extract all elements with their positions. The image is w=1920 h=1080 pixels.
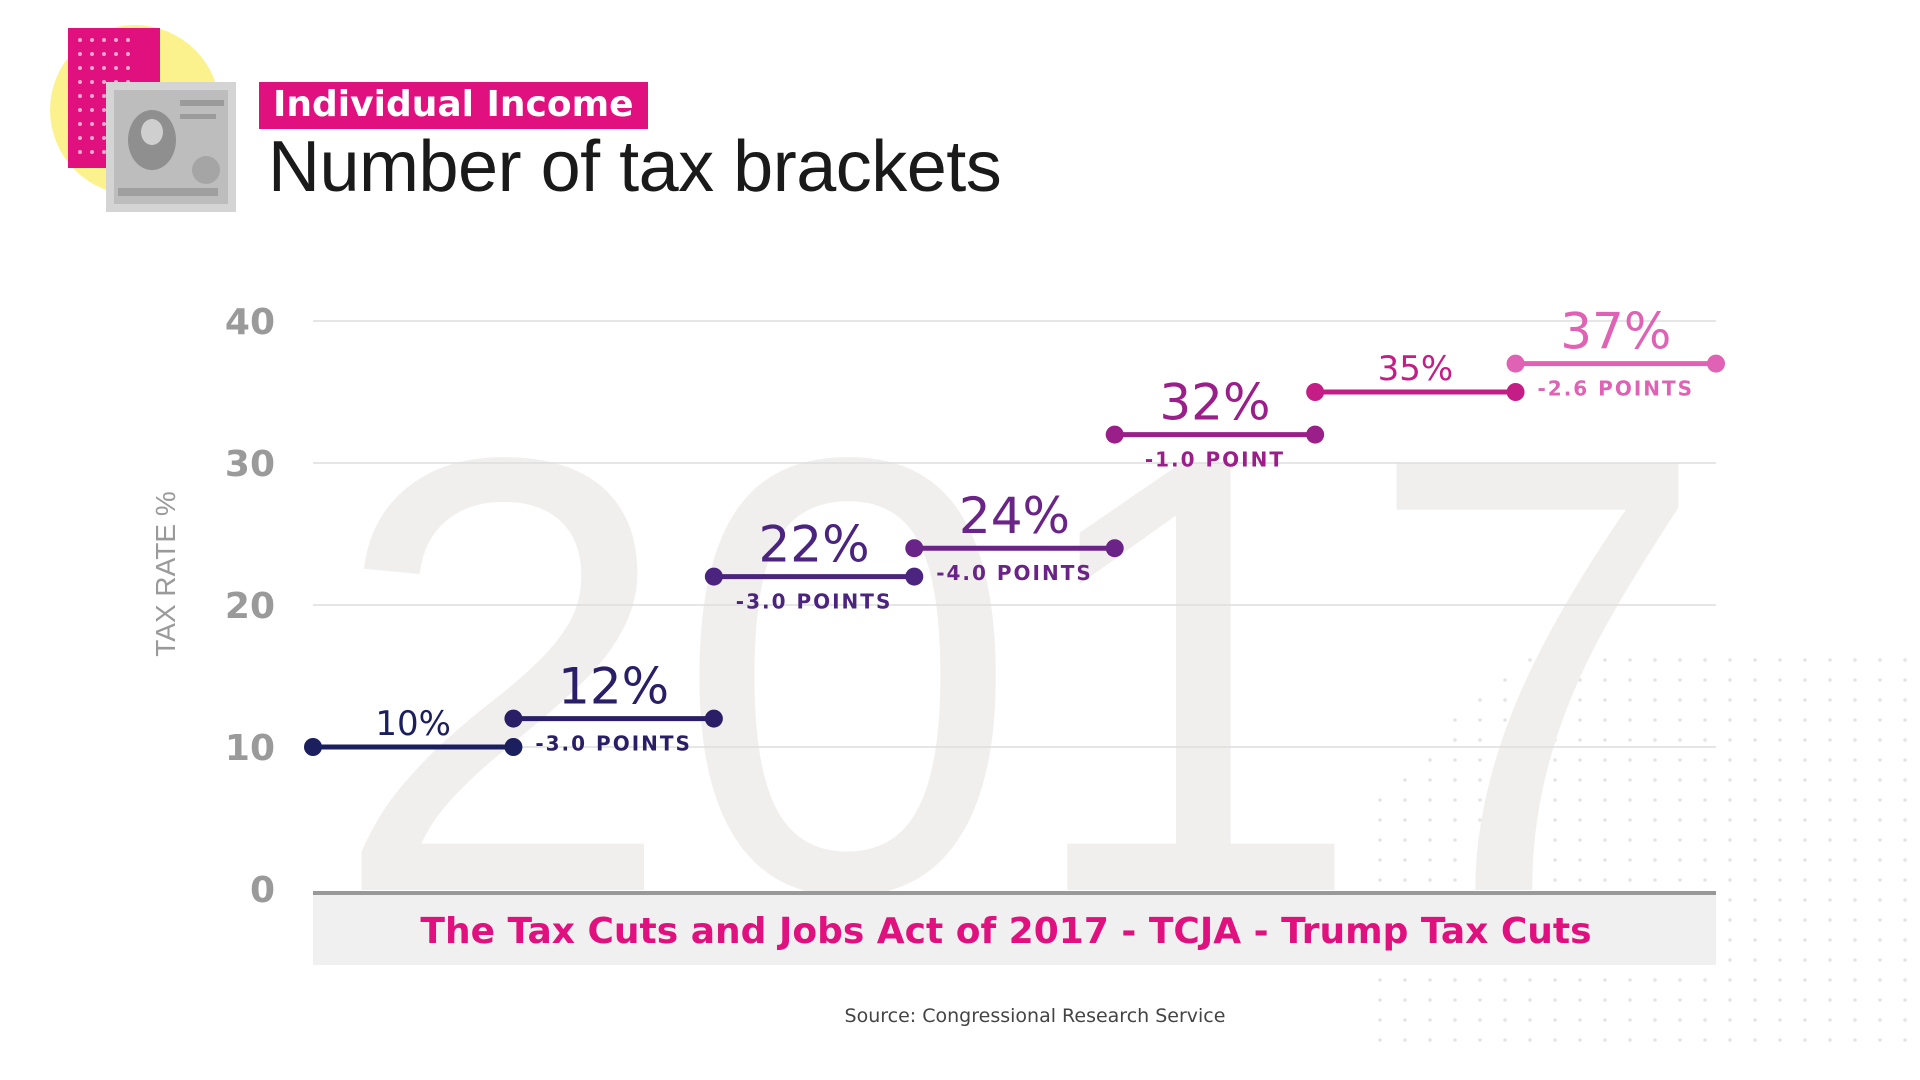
bracket-endpoint	[1306, 383, 1325, 401]
dollar-bill-image	[106, 82, 236, 212]
bracket-segment: 37% -2.6 POINTS	[1506, 303, 1725, 401]
bracket-endpoint	[1306, 425, 1325, 444]
bracket-segment: 24% -4.0 POINTS	[905, 487, 1124, 585]
y-tick-label: 10	[225, 728, 275, 769]
rate-label: 24%	[959, 487, 1070, 545]
bracket-endpoint	[1105, 425, 1124, 444]
change-label: -3.0 POINTS	[535, 732, 692, 756]
bracket-endpoint	[1506, 383, 1525, 401]
title-band	[313, 893, 1716, 965]
source-note: Source: Congressional Research Service	[844, 1005, 1226, 1027]
band-label: The Tax Cuts and Jobs Act of 2017 - TCJA…	[420, 911, 1591, 952]
y-tick-label: 30	[225, 444, 275, 485]
rate-label: 35%	[1378, 349, 1454, 389]
bracket-endpoint	[504, 709, 523, 728]
bracket-endpoint	[704, 567, 723, 586]
rate-label: 32%	[1159, 374, 1270, 432]
bracket-segment: 32% -1.0 POINT	[1105, 374, 1325, 472]
bracket-segments: 10% 12% -3.0 POINTS 22% -3.0 POINTS 24% -4.0 P…	[304, 303, 1725, 756]
bracket-endpoint	[1707, 354, 1725, 373]
change-label: -4.0 POINTS	[936, 561, 1093, 585]
bracket-segment: 12% -3.0 POINTS	[504, 658, 723, 756]
rate-label: 37%	[1560, 303, 1671, 361]
change-label: -1.0 POINT	[1145, 448, 1285, 472]
logo	[50, 25, 236, 212]
bracket-segment: 22% -3.0 POINTS	[704, 516, 924, 614]
change-label: -2.6 POINTS	[1537, 377, 1694, 401]
y-tick-label: 0	[250, 870, 275, 911]
decorative-dot-pattern	[1378, 658, 1907, 1042]
y-axis-ticks: 0 10 20 30 40	[225, 302, 275, 911]
rate-label: 22%	[759, 516, 870, 574]
y-tick-label: 40	[225, 302, 275, 343]
bracket-endpoint	[1105, 539, 1124, 558]
bracket-endpoint	[905, 539, 924, 558]
bracket-endpoint	[304, 738, 322, 756]
bracket-segment: 10%	[304, 704, 523, 756]
bracket-endpoint	[504, 738, 523, 756]
bracket-endpoint	[905, 567, 924, 586]
rate-label: 10%	[375, 704, 451, 744]
y-tick-label: 20	[225, 586, 275, 627]
y-axis-label: TAX RATE %	[150, 491, 181, 656]
bracket-segment: 35%	[1306, 349, 1525, 401]
change-label: -3.0 POINTS	[736, 590, 893, 614]
page-title: Number of tax brackets	[268, 127, 1002, 207]
section-tag: Individual Income	[259, 82, 648, 130]
gridlines	[313, 320, 1716, 748]
bracket-endpoint	[1506, 354, 1525, 373]
rate-label: 12%	[558, 658, 669, 716]
bracket-endpoint	[704, 709, 723, 728]
